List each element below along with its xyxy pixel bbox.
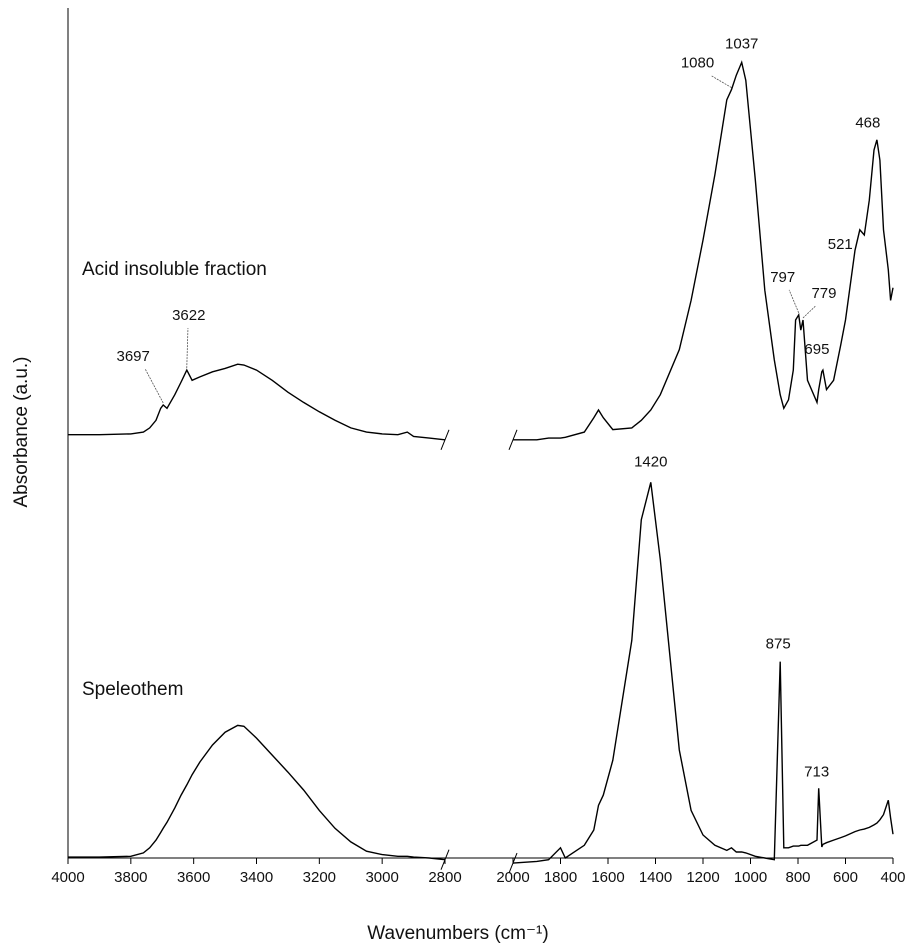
x-tick-label: 3200 bbox=[303, 869, 336, 886]
x-tick-label: 800 bbox=[785, 869, 810, 886]
peak-leader bbox=[710, 75, 732, 88]
peak-label: 797 bbox=[770, 269, 795, 286]
axis-break bbox=[440, 429, 450, 450]
peak-label: 3697 bbox=[117, 348, 150, 365]
series-label: Acid insoluble fraction bbox=[82, 259, 267, 280]
x-tick-label: 3400 bbox=[240, 869, 273, 886]
x-tick-label: 2800 bbox=[428, 869, 461, 886]
x-tick-label: 1200 bbox=[686, 869, 719, 886]
x-tick-label: 1600 bbox=[591, 869, 624, 886]
x-tick-label: 1800 bbox=[544, 869, 577, 886]
peak-leader bbox=[144, 368, 164, 404]
x-tick-label: 3000 bbox=[365, 869, 398, 886]
peak-leader bbox=[788, 289, 800, 314]
peak-label: 779 bbox=[811, 285, 836, 302]
peak-label: 1080 bbox=[681, 55, 714, 72]
peak-label: 1037 bbox=[725, 35, 758, 52]
x-tick-label: 3600 bbox=[177, 869, 210, 886]
axis-break bbox=[508, 852, 518, 874]
spectrum-line bbox=[513, 60, 894, 441]
peak-leader bbox=[186, 328, 189, 369]
peak-label: 713 bbox=[804, 763, 829, 780]
peak-label: 695 bbox=[804, 341, 829, 358]
peak-label: 468 bbox=[855, 115, 880, 132]
spectrum-line bbox=[68, 363, 446, 441]
x-tick-label: 1000 bbox=[734, 869, 767, 886]
x-tick-label: 3800 bbox=[114, 869, 147, 886]
peak-label: 3622 bbox=[172, 307, 205, 324]
x-tick-label: 4000 bbox=[51, 869, 84, 886]
peak-label: 521 bbox=[828, 236, 853, 253]
peak-leader bbox=[802, 305, 816, 319]
x-tick-label: 600 bbox=[833, 869, 858, 886]
x-tick-label: 400 bbox=[880, 869, 905, 886]
spectrum-line bbox=[68, 724, 446, 861]
peak-label: 1420 bbox=[634, 453, 667, 470]
y-axis-label: Absorbance (a.u.) bbox=[11, 356, 32, 507]
axis-break bbox=[508, 429, 518, 450]
series-label: Speleothem bbox=[82, 679, 183, 700]
spectrum-line bbox=[512, 482, 894, 864]
peak-label: 875 bbox=[766, 636, 791, 653]
axis-break bbox=[440, 849, 450, 870]
x-axis-label: Wavenumbers (cm⁻¹) bbox=[367, 923, 548, 944]
x-tick-label: 1400 bbox=[639, 869, 672, 886]
x-tick-label: 2000 bbox=[496, 869, 529, 886]
